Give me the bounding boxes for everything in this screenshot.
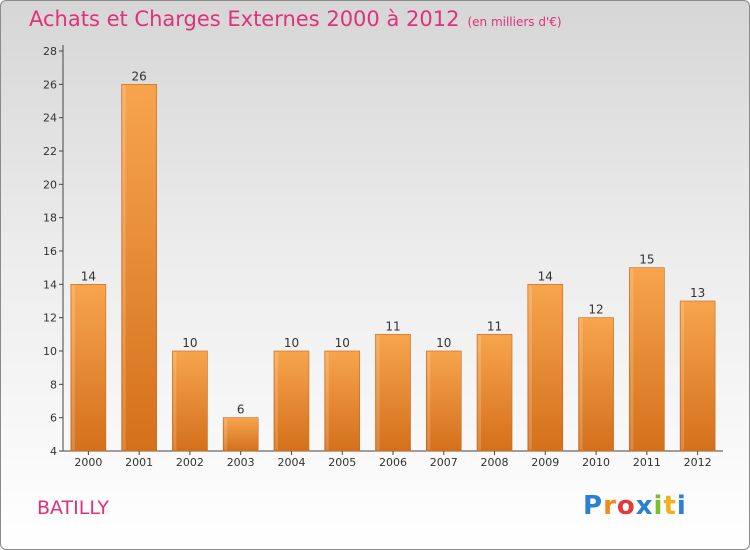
bar-2005: [324, 350, 361, 452]
y-tick-label: 28: [43, 45, 57, 58]
data-label-2001: 26: [132, 69, 147, 83]
y-tick-label: 22: [43, 145, 57, 158]
data-label-2000: 14: [81, 269, 96, 283]
x-tick-label: 2006: [379, 456, 407, 469]
bar-highlight: [173, 352, 177, 450]
x-tick-label: 2005: [328, 456, 356, 469]
bar-2004: [273, 350, 310, 452]
data-label-2004: 10: [284, 336, 299, 350]
bar-highlight: [122, 85, 126, 450]
x-tick-label: 2002: [176, 456, 204, 469]
bar-2010: [578, 317, 614, 452]
x-tick-label: 2008: [481, 456, 509, 469]
bar-2002: [172, 350, 208, 452]
y-tick-label: 8: [50, 378, 57, 391]
y-tick-label: 12: [43, 312, 57, 325]
x-tick-label: 2007: [430, 456, 458, 469]
data-label-2012: 13: [690, 286, 705, 300]
bar-highlight: [681, 302, 685, 450]
bar-2011: [629, 267, 665, 452]
data-label-2009: 14: [538, 269, 553, 283]
bar-highlight: [427, 352, 431, 450]
data-label-2007: 10: [436, 336, 451, 350]
y-tick-label: 26: [43, 78, 57, 91]
y-tick-label: 24: [43, 112, 57, 125]
bar-highlight: [478, 335, 482, 450]
bar-highlight: [630, 268, 634, 450]
bar-highlight: [376, 335, 380, 450]
x-tick-label: 2009: [531, 456, 559, 469]
y-tick-label: 10: [43, 345, 57, 358]
y-tick-label: 18: [43, 212, 57, 225]
town-name: BATILLY: [37, 497, 110, 519]
chart-bars: [70, 84, 716, 452]
bar-2001: [121, 84, 157, 452]
x-tick-label: 2012: [684, 456, 712, 469]
data-label-2002: 10: [182, 336, 197, 350]
y-tick-label: 6: [50, 412, 57, 425]
bar-2000: [70, 284, 107, 452]
data-label-2011: 15: [639, 253, 654, 267]
x-tick-label: 2000: [74, 456, 102, 469]
data-label-2005: 10: [335, 336, 350, 350]
bar-2012: [679, 300, 716, 452]
x-tick-label: 2010: [582, 456, 610, 469]
y-tick-label: 16: [43, 245, 57, 258]
bar-highlight: [528, 285, 532, 450]
bar-2003: [222, 417, 259, 452]
bar-highlight: [325, 352, 329, 450]
bar-2009: [527, 284, 564, 452]
proxiti-logo: Proxiti: [583, 491, 687, 521]
bar-2008: [476, 334, 513, 452]
data-label-2008: 11: [487, 319, 502, 333]
x-tick-label: 2011: [633, 456, 661, 469]
x-tick-label: 2004: [277, 456, 305, 469]
bar-2007: [425, 350, 462, 452]
chart-labels: 2000 14 2001 26 2002 10 2003 6 2004 10 2005 10 2006 1…: [74, 69, 711, 469]
y-tick-label: 14: [43, 278, 57, 291]
bar-2006: [375, 334, 411, 452]
data-label-2006: 11: [385, 319, 400, 333]
bar-highlight: [71, 285, 75, 450]
x-tick-label: 2003: [227, 456, 255, 469]
chart-subtitle: (en milliers d'€): [467, 15, 562, 29]
y-tick-label: 4: [50, 445, 57, 458]
bar-highlight: [224, 418, 228, 450]
data-label-2003: 6: [237, 403, 245, 417]
chart-title: Achats et Charges Externes 2000 à 2012 (e…: [29, 7, 562, 31]
bar-highlight: [579, 318, 583, 450]
x-tick-label: 2001: [125, 456, 153, 469]
bar-highlight: [274, 352, 278, 450]
y-tick-label: 20: [43, 178, 57, 191]
data-label-2010: 12: [588, 303, 603, 317]
